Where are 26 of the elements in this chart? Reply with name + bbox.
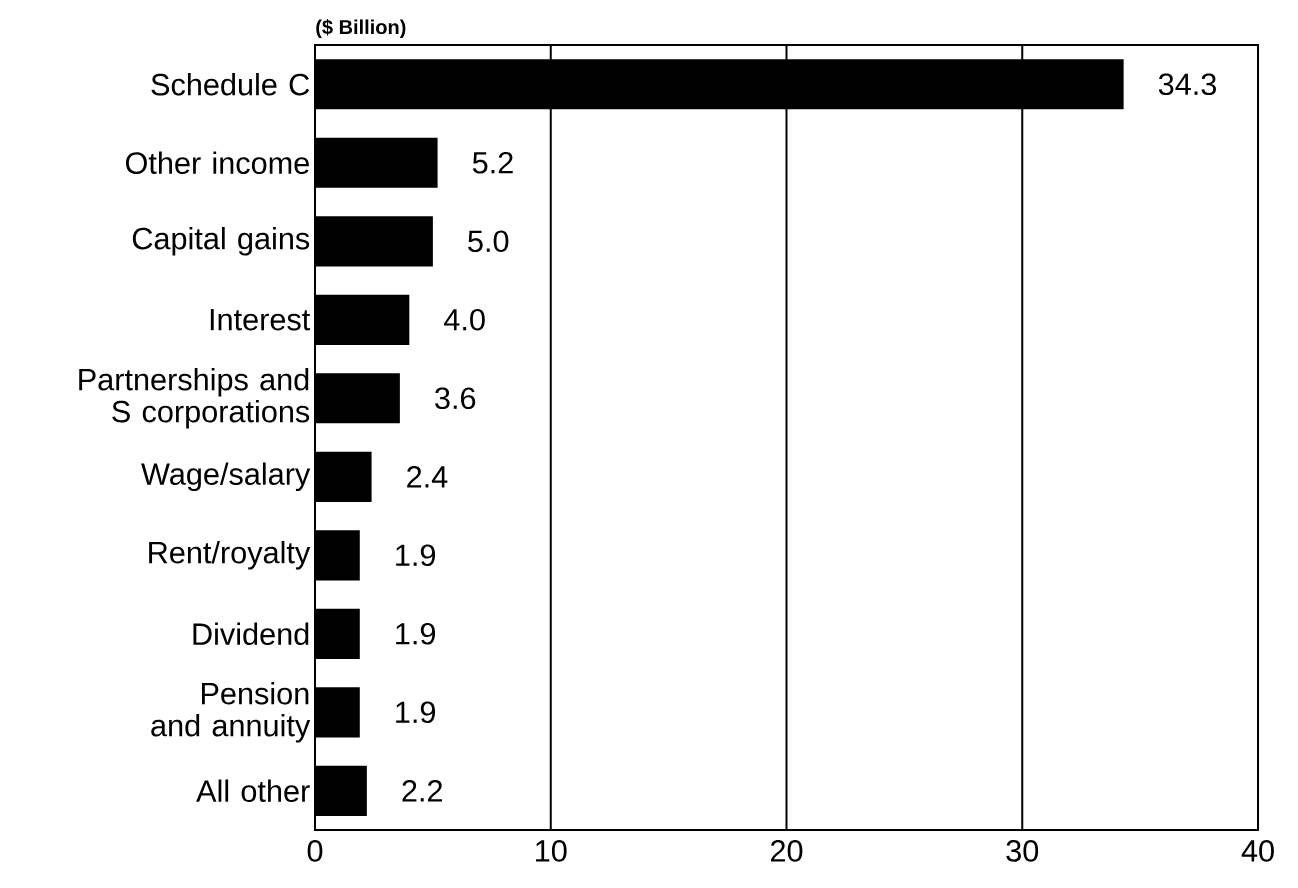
y-tick-label: Partnerships and S corporations bbox=[79, 367, 310, 429]
data-label: 34.3 bbox=[1158, 73, 1217, 96]
y-tick-label: All other bbox=[196, 779, 310, 803]
y-tick-label: Dividend bbox=[193, 622, 309, 646]
data-label: 2.2 bbox=[402, 780, 442, 802]
x-tick-label: 20 bbox=[771, 840, 803, 862]
y-tick-label: Rent/royalty bbox=[149, 540, 311, 570]
data-label: 2.4 bbox=[407, 466, 448, 488]
y-tick-label: Wage/salary bbox=[141, 462, 311, 492]
y-tick-label: Other income bbox=[125, 151, 309, 175]
x-tick-label: 30 bbox=[1006, 840, 1039, 862]
y-tick-label: Pension and annuity bbox=[151, 681, 311, 743]
data-label: 3.6 bbox=[435, 387, 476, 410]
x-tick-label: 10 bbox=[536, 840, 567, 862]
x-tick-label: 0 bbox=[307, 840, 323, 862]
data-label: 4.0 bbox=[444, 308, 485, 331]
x-axis-title: ($ Billion) bbox=[316, 19, 406, 39]
data-label: 1.9 bbox=[396, 701, 436, 724]
data-label: 5.0 bbox=[468, 230, 509, 253]
y-tick-label: Capital gains bbox=[132, 226, 310, 256]
data-label: 1.9 bbox=[396, 622, 436, 645]
data-label: 5.2 bbox=[472, 151, 513, 174]
x-tick-label: 40 bbox=[1241, 840, 1274, 862]
data-label: 1.9 bbox=[396, 544, 436, 567]
y-tick-label: Interest bbox=[210, 309, 311, 331]
y-tick-label: Schedule C bbox=[151, 72, 310, 96]
